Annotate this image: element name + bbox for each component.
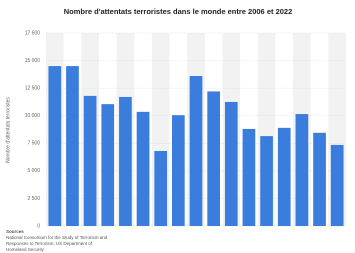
bar [330, 144, 344, 226]
bar [242, 128, 256, 226]
source-line: Responses to Terrorism; US Department of [6, 241, 93, 246]
bar [189, 76, 203, 226]
y-tick-label: 17 500 [25, 30, 41, 36]
y-tick-label: 5 000 [27, 168, 40, 174]
y-axis-label: Nombre d'attentats terroristes [5, 97, 11, 163]
bar [101, 104, 115, 226]
bar [83, 95, 97, 226]
bar [313, 132, 326, 226]
bar [172, 115, 185, 226]
y-tick-label: 2 500 [27, 196, 40, 202]
bar [260, 136, 273, 226]
bar [154, 151, 168, 226]
bar [224, 101, 238, 226]
bar [48, 66, 62, 226]
y-tick-label: 0 [37, 223, 40, 229]
bar [66, 66, 79, 226]
source-line: Sources [6, 229, 24, 234]
bar [136, 111, 150, 226]
y-tick-label: 7 500 [27, 141, 40, 147]
chart-title: Nombre d'attentats terroristes dans le m… [64, 7, 293, 16]
bar [119, 96, 132, 226]
y-tick-label: 12 500 [25, 85, 41, 91]
bar [207, 91, 220, 226]
source-line: National Consortium for the Study of Ter… [6, 235, 108, 240]
y-tick-label: 15 000 [25, 58, 41, 64]
y-tick-label: 10 000 [25, 113, 41, 119]
source-line: Homeland Security [6, 247, 45, 252]
bar [295, 114, 309, 226]
bar [277, 127, 291, 226]
